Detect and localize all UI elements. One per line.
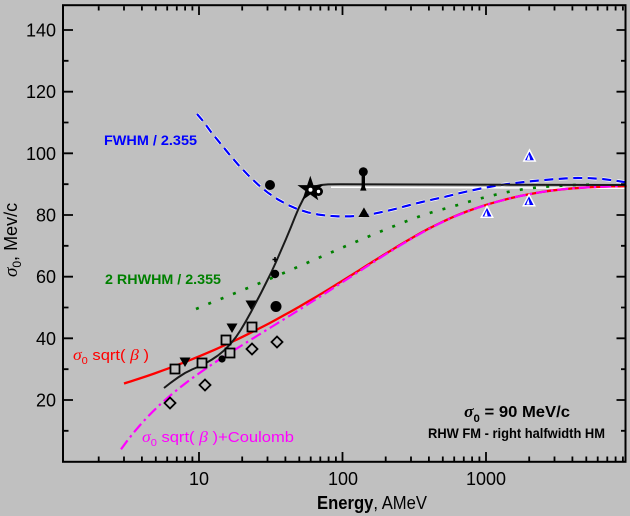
svg-text:120: 120 bbox=[26, 82, 56, 102]
svg-text:1000: 1000 bbox=[466, 469, 506, 489]
svg-text:Energy, AMeV: Energy, AMeV bbox=[317, 493, 427, 513]
svg-text:140: 140 bbox=[26, 21, 56, 41]
svg-text:100: 100 bbox=[328, 469, 358, 489]
svg-text:100: 100 bbox=[26, 144, 56, 164]
svg-text:σ0, Mev/c: σ0, Mev/c bbox=[1, 203, 24, 277]
svg-text:σ0 sqrt( β )+Coulomb: σ0 sqrt( β )+Coulomb bbox=[142, 429, 294, 449]
svg-text:10: 10 bbox=[189, 469, 209, 489]
svg-text:20: 20 bbox=[36, 391, 56, 411]
svg-text:60: 60 bbox=[36, 267, 56, 287]
svg-text:FWHM / 2.355: FWHM / 2.355 bbox=[104, 132, 197, 148]
svg-text:2 RHWHM / 2.355: 2 RHWHM / 2.355 bbox=[105, 271, 221, 287]
svg-text:80: 80 bbox=[36, 206, 56, 226]
svg-text:σ0 sqrt( β ): σ0 sqrt( β ) bbox=[73, 347, 149, 367]
svg-text:40: 40 bbox=[36, 329, 56, 349]
svg-text:σ0 = 90 MeV/c: σ0 = 90 MeV/c bbox=[464, 402, 570, 425]
svg-text:RHW FM - right halfwidth HM: RHW FM - right halfwidth HM bbox=[428, 425, 605, 441]
